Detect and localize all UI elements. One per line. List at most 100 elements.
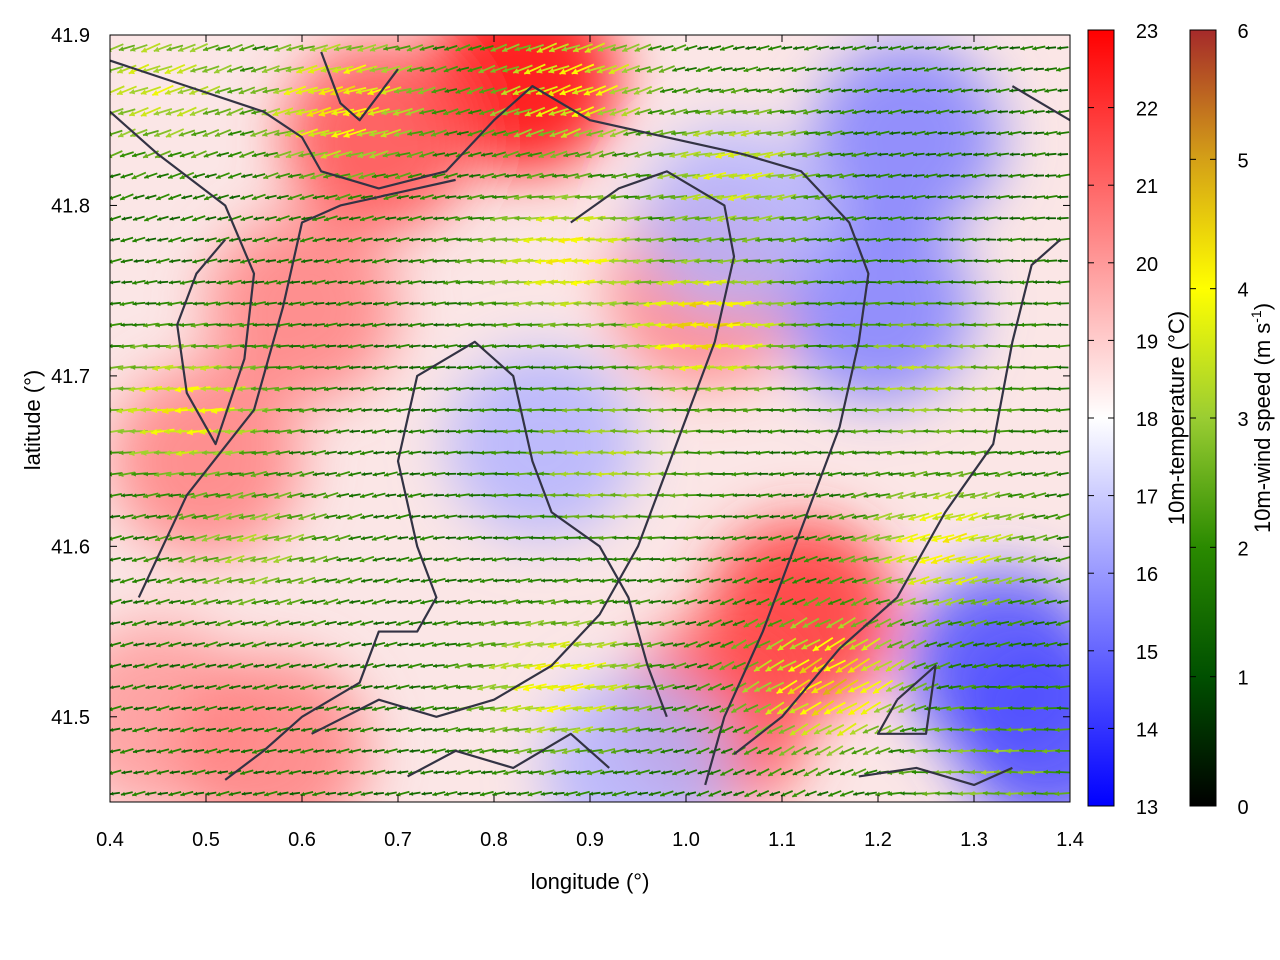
wind-arrow bbox=[636, 621, 650, 626]
wind-arrow bbox=[799, 657, 823, 674]
wind-arrow bbox=[552, 557, 565, 562]
wind-arrow bbox=[110, 578, 121, 583]
wind-arrow bbox=[289, 684, 301, 690]
wind-arrow bbox=[433, 770, 445, 775]
wind-arrow bbox=[1055, 620, 1070, 627]
wind-arrow bbox=[479, 790, 494, 797]
wind-arrow bbox=[765, 681, 785, 693]
wind-arrow bbox=[477, 683, 497, 691]
wind-arrow bbox=[561, 620, 580, 627]
wind-arrow bbox=[791, 789, 806, 798]
wind-arrow bbox=[804, 535, 818, 541]
wind-arrow bbox=[191, 514, 207, 520]
wind-arrow bbox=[372, 769, 386, 775]
wind-arrow bbox=[372, 556, 386, 562]
wind-arrow bbox=[791, 513, 806, 520]
wind-arrow bbox=[204, 684, 217, 690]
wind-arrow bbox=[589, 578, 601, 583]
wind-arrow bbox=[563, 578, 579, 584]
wind-arrow bbox=[828, 556, 842, 562]
wind-arrow bbox=[609, 663, 628, 669]
wind-arrow bbox=[311, 535, 326, 541]
wind-arrow bbox=[361, 642, 373, 647]
wind-arrow bbox=[1044, 620, 1057, 626]
colorbar-tick-label: 21 bbox=[1136, 176, 1158, 198]
wind-arrow bbox=[263, 790, 278, 797]
wind-arrow bbox=[522, 683, 547, 692]
wind-arrow bbox=[812, 637, 834, 652]
wind-arrow bbox=[697, 599, 709, 605]
wind-arrow bbox=[502, 599, 519, 605]
wind-arrow bbox=[265, 770, 277, 775]
wind-arrow bbox=[559, 705, 582, 712]
wind-arrow bbox=[241, 685, 253, 690]
wind-arrow bbox=[249, 534, 269, 542]
wind-arrow bbox=[157, 727, 169, 732]
wind-arrow bbox=[468, 727, 482, 733]
y-tick-label: 41.5 bbox=[51, 707, 90, 729]
wind-arrow bbox=[373, 514, 385, 519]
wind-arrow bbox=[360, 620, 374, 626]
wind-arrow bbox=[336, 684, 349, 690]
wind-arrow bbox=[359, 492, 374, 499]
wind-arrow bbox=[214, 535, 232, 542]
wind-arrow bbox=[647, 705, 663, 712]
wind-arrow bbox=[945, 597, 965, 606]
wind-arrow bbox=[850, 534, 868, 542]
x-tick-label: 0.8 bbox=[480, 829, 508, 851]
wind-arrow bbox=[780, 535, 794, 541]
wind-arrow bbox=[523, 662, 546, 670]
wind-arrow bbox=[310, 555, 328, 563]
wind-arrow bbox=[119, 748, 134, 754]
wind-arrow bbox=[253, 663, 265, 668]
wind-arrow bbox=[995, 684, 1010, 690]
wind-arrow bbox=[120, 514, 134, 520]
wind-arrow bbox=[862, 556, 879, 563]
wind-arrow bbox=[861, 533, 881, 542]
wind-arrow bbox=[636, 578, 649, 583]
wind-arrow bbox=[767, 619, 782, 627]
wind-arrow bbox=[840, 535, 854, 541]
wind-arrow bbox=[277, 749, 289, 754]
wind-arrow bbox=[252, 791, 265, 797]
wind-arrow bbox=[157, 621, 169, 626]
wind-arrow bbox=[144, 514, 158, 520]
wind-arrow bbox=[488, 662, 509, 670]
wind-arrow bbox=[827, 576, 843, 585]
wind-arrow bbox=[432, 536, 445, 541]
wind-arrow bbox=[121, 770, 133, 775]
wind-arrow bbox=[932, 577, 953, 585]
wind-arrow bbox=[443, 556, 458, 562]
wind-arrow bbox=[493, 535, 505, 540]
wind-arrow bbox=[898, 703, 916, 714]
wind-arrow bbox=[409, 749, 421, 754]
temperature-colorbar: 13 14 15 16 17 18 19 20 21 22 23 10m-temperature (… bbox=[1087, 21, 1189, 819]
wind-arrow bbox=[684, 662, 698, 669]
wind-arrow bbox=[815, 597, 831, 607]
wind-arrow bbox=[467, 748, 483, 754]
wind-arrow bbox=[359, 726, 374, 733]
wind-arrow bbox=[538, 620, 556, 627]
temperature-colorbar-label: 10m-temperature (°C) bbox=[1164, 311, 1189, 525]
wind-arrow bbox=[1008, 663, 1021, 668]
wind-arrow bbox=[910, 639, 927, 649]
wind-arrow bbox=[431, 642, 446, 648]
wind-arrow bbox=[1008, 599, 1022, 605]
wind-arrow bbox=[992, 533, 1014, 543]
wind-arrow bbox=[396, 556, 410, 562]
wind-arrow bbox=[480, 557, 493, 562]
wind-arrow bbox=[110, 663, 122, 669]
wind-arrow bbox=[624, 791, 638, 797]
wind-arrow bbox=[709, 535, 721, 540]
wind-arrow bbox=[853, 791, 865, 796]
wind-arrow bbox=[708, 578, 721, 583]
wind-arrow bbox=[216, 748, 230, 754]
wind-arrow bbox=[955, 555, 978, 564]
wind-arrow bbox=[623, 769, 638, 776]
wind-arrow bbox=[659, 726, 675, 733]
wind-arrow bbox=[732, 598, 746, 606]
wind-arrow bbox=[372, 748, 385, 754]
wind-arrow bbox=[900, 791, 914, 796]
wind-arrow bbox=[408, 599, 422, 605]
wind-arrow bbox=[672, 535, 686, 541]
